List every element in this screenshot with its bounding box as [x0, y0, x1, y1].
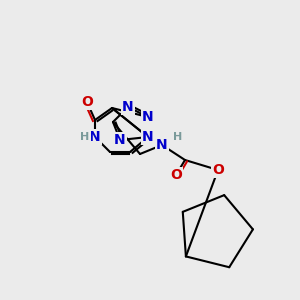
Text: N: N: [114, 133, 126, 147]
Text: N: N: [142, 130, 154, 144]
Text: O: O: [212, 163, 224, 177]
Text: N: N: [156, 138, 168, 152]
Text: H: H: [80, 132, 90, 142]
Text: O: O: [170, 168, 182, 182]
Text: N: N: [89, 130, 101, 144]
Text: N: N: [122, 100, 134, 114]
Text: H: H: [173, 132, 183, 142]
Text: O: O: [81, 95, 93, 109]
Text: N: N: [142, 110, 154, 124]
